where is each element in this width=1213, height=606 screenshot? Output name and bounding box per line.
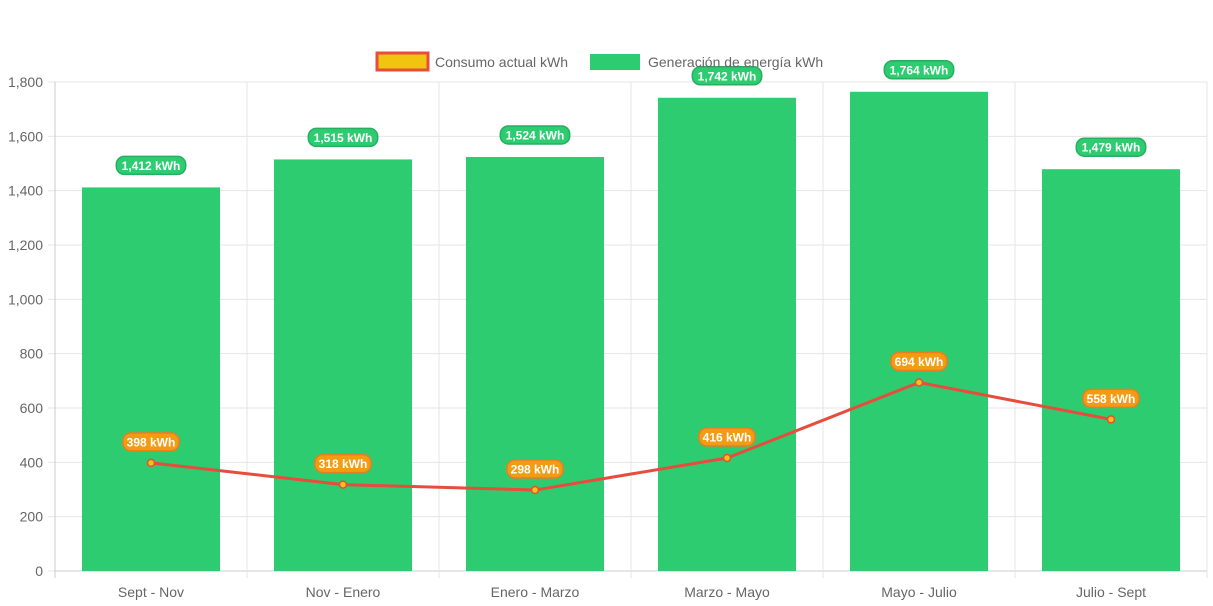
data-label-badge [122,432,180,452]
bar-layer [82,91,1180,572]
data-label-text: 1,524 kWh [506,128,565,142]
data-label: 1,524 kWh [499,125,571,145]
legend-swatch-consumo [375,51,430,72]
data-label: 318 kWh [314,453,372,474]
data-label: 558 kWh [1082,388,1140,409]
data-label-badge [499,125,571,145]
y-tick-label: 1,000 [8,291,43,307]
data-label-badge [506,459,564,479]
consumption-line [150,380,1112,492]
x-tick-label: Nov - Enero [306,584,381,600]
data-label-text: 1,742 kWh [698,69,757,83]
data-label: 694 kWh [890,351,948,372]
y-tick-label: 1,600 [8,128,43,144]
data-label-badge [691,66,763,86]
y-tick-label: 1,400 [8,183,43,199]
y-tick-label: 1,200 [8,237,43,253]
legend-label-consumo: Consumo actual kWh [435,54,568,70]
x-tick-label: Julio - Sept [1076,584,1146,600]
line-point[interactable] [338,480,348,489]
legend-item-generacion[interactable]: Generación de energía kWh [590,54,823,70]
legend-swatch-generacion [590,54,640,70]
y-tick-label: 800 [20,346,44,362]
data-label-badge [115,155,187,176]
x-tick-label: Marzo - Mayo [684,584,770,600]
label-layer: 1,412 kWh 1,515 kWh 1,524 kWh 1,742 kWh 1,76… [115,60,1147,479]
line-point[interactable] [530,485,540,495]
data-label-badge [890,351,948,372]
data-label-text: 1,479 kWh [1082,141,1141,155]
x-tick-label: Mayo - Julio [881,584,957,600]
data-label-badge [307,127,379,148]
data-label-text: 318 kWh [319,457,368,471]
data-label: 1,742 kWh [691,66,763,86]
line-point[interactable] [146,458,156,468]
data-label-badge [314,453,372,474]
y-tick-label: 0 [35,563,43,579]
legend-item-consumo[interactable]: Consumo actual kWh [375,51,568,72]
x-tick-label: Sept - Nov [118,584,184,600]
data-label-badge [1075,137,1147,157]
data-label: 1,764 kWh [883,60,955,80]
y-tick-label: 400 [20,454,44,470]
bar[interactable] [658,97,796,572]
data-label-badge [698,427,756,447]
bar[interactable] [466,156,604,572]
y-tick-label: 1,800 [8,74,43,90]
legend: Consumo actual kWh Generación de energía… [375,51,823,72]
x-tick-label: Enero - Marzo [491,584,580,600]
data-label-text: 1,764 kWh [890,63,949,77]
data-label-badge [1082,388,1140,409]
grid-layer: 0 200 400 600 800 1,000 1,200 1,400 1,600 1,800 Se… [8,74,1208,600]
legend-label-generacion: Generación de energía kWh [648,54,823,70]
line-point[interactable] [1106,415,1116,424]
y-tick-label: 600 [20,400,44,416]
data-label: 1,479 kWh [1075,137,1147,157]
data-label-text: 398 kWh [127,435,176,449]
data-label-text: 694 kWh [895,355,944,369]
line-point[interactable] [914,378,924,387]
data-label: 398 kWh [122,432,180,452]
data-label: 416 kWh [698,427,756,447]
data-label: 1,412 kWh [115,155,187,176]
bar[interactable] [850,91,988,571]
data-label-badge [883,60,955,80]
data-label-text: 416 kWh [703,430,752,444]
bar[interactable] [82,187,220,571]
line-layer [146,378,1116,495]
line-point[interactable] [722,453,732,463]
data-label-text: 1,412 kWh [122,159,181,173]
data-label: 298 kWh [506,459,564,479]
data-label-text: 1,515 kWh [314,131,373,145]
data-label-text: 558 kWh [1087,392,1136,406]
data-label: 1,515 kWh [307,127,379,148]
bar[interactable] [274,159,412,572]
y-tick-label: 200 [20,509,44,525]
data-label-text: 298 kWh [511,463,560,477]
bar[interactable] [1042,169,1180,571]
